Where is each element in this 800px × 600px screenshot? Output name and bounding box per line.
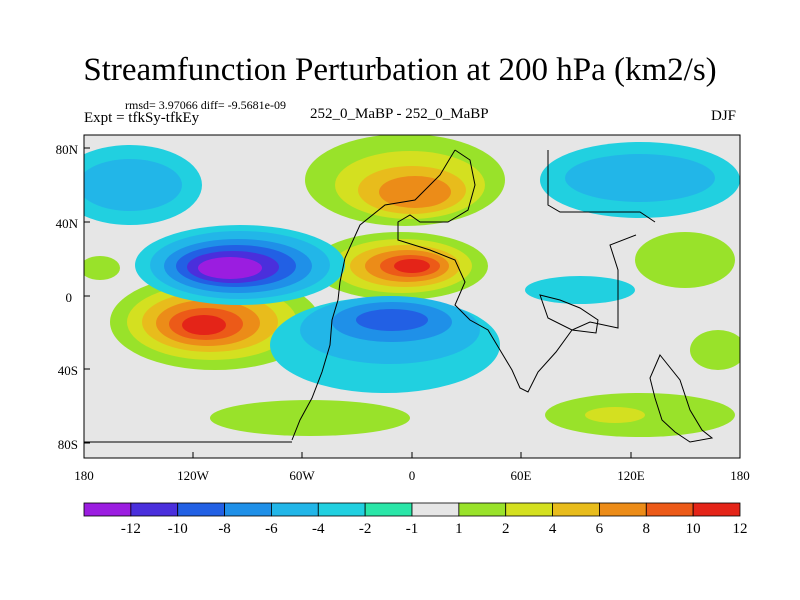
colorbar-bin [599, 502, 647, 517]
negative-patch-indian [525, 276, 635, 304]
coastline-eurasia-africa [397, 149, 637, 393]
colorbar-bin [224, 502, 272, 517]
coastline-arctic-north [547, 150, 656, 223]
colorbar-label: -1 [406, 521, 419, 537]
colorbar-label: -4 [312, 521, 325, 537]
coastlines [84, 149, 714, 443]
colorbar-label: 2 [502, 521, 510, 537]
negative-anomaly-south-atlantic [270, 296, 500, 393]
positive-patch-west-pacific [635, 232, 735, 288]
colorbar-bin [458, 502, 507, 517]
colorbar-label: -8 [218, 521, 231, 537]
colorbar-bin [505, 502, 553, 517]
lat-label-80n: 80N [56, 142, 79, 157]
lon-label-180w: 180 [74, 468, 94, 483]
negative-anomaly-central-pacific [135, 225, 345, 305]
colorbar-bin [83, 502, 132, 517]
colorbar-label: -6 [265, 521, 278, 537]
colorbar-bin [271, 502, 319, 517]
season-label: DJF [711, 108, 737, 124]
colorbar-bin [177, 502, 225, 517]
lon-label-0: 0 [409, 468, 416, 483]
positive-anomaly-europe [305, 135, 505, 226]
colorbar-label: 12 [733, 521, 748, 537]
colorbar-bin [130, 502, 179, 517]
lon-label-120w: 120W [177, 468, 210, 483]
colorbar-label: 6 [596, 521, 604, 537]
case-subtitle: 252_0_MaBP - 252_0_MaBP [310, 106, 489, 122]
lon-label-60e: 60E [511, 468, 532, 483]
lat-label-40s: 40S [58, 363, 78, 378]
contour-field [84, 135, 740, 458]
coastline-americas [291, 149, 456, 441]
colorbar: -12 -10 -8 -6 -4 -2 -1 1 2 4 6 8 10 12 [83, 502, 748, 537]
rmsd-stats: rmsd= 3.97066 diff= -9.5681e-09 [125, 98, 286, 112]
colorbar-label: -10 [168, 521, 188, 537]
lat-label-80s: 80S [58, 437, 78, 452]
plot-title: Streamfunction Perturbation at 200 hPa (… [83, 52, 717, 88]
colorbar-label: 4 [549, 521, 557, 537]
colorbar-bin [364, 502, 413, 517]
coastline-southeast-asia [539, 294, 599, 334]
colorbar-bin [552, 502, 600, 517]
colorbar-bin [411, 502, 460, 517]
axis-ticks [83, 147, 741, 458]
colorbar-label: -12 [121, 521, 141, 537]
colorbar-label: -2 [359, 521, 372, 537]
colorbar-label: 10 [686, 521, 701, 537]
colorbar-bin [317, 502, 366, 517]
lon-label-180e: 180 [730, 468, 750, 483]
colorbar-bin [692, 502, 741, 517]
lon-label-60w: 60W [289, 468, 315, 483]
colorbar-label: 1 [455, 521, 463, 537]
lon-label-120e: 120E [617, 468, 645, 483]
lat-label-0: 0 [66, 290, 73, 305]
positive-band-southern-ocean [210, 400, 410, 436]
experiment-label: Expt = tfkSy-tfkEy [84, 110, 200, 126]
colorbar-bin [645, 502, 694, 517]
colorbar-label: 8 [643, 521, 651, 537]
coastline-australia [649, 354, 714, 443]
lat-label-40n: 40N [56, 216, 79, 231]
